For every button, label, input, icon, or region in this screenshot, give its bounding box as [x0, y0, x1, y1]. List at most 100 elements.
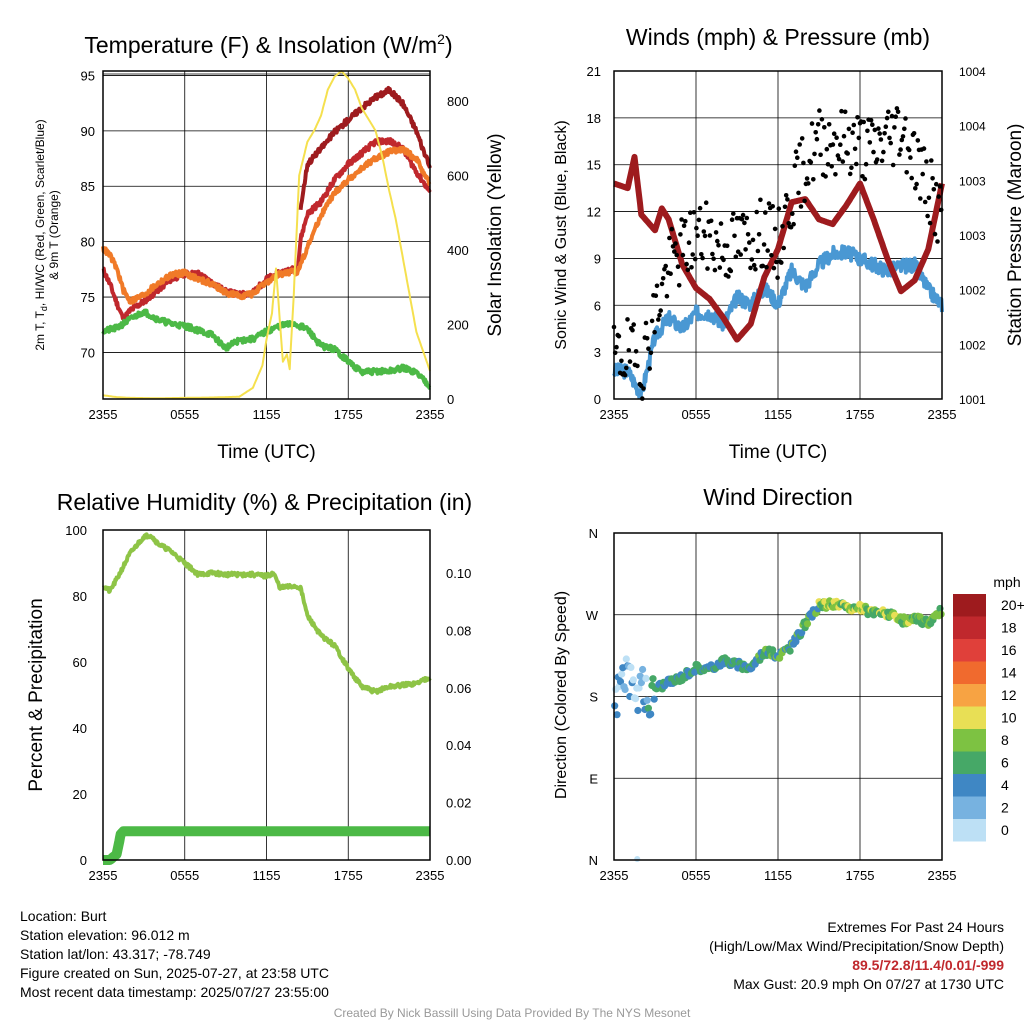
- winds-xtick-label: 1755: [846, 407, 875, 422]
- gust-point: [702, 233, 708, 239]
- direction-point: [622, 655, 630, 663]
- gust-point: [779, 260, 784, 265]
- precip-ytick-label: 0.10: [446, 566, 471, 581]
- gust-point: [808, 160, 814, 165]
- legend-swatch: [953, 729, 986, 752]
- gust-point: [822, 125, 827, 130]
- gust-point: [878, 137, 884, 142]
- gust-point: [717, 265, 723, 270]
- gust-point: [679, 217, 684, 222]
- humidity-ytick-label: 60: [73, 655, 87, 670]
- direction-point: [621, 685, 629, 694]
- gust-point: [743, 247, 748, 252]
- humidity-ytick-label: 0: [80, 853, 87, 868]
- gust-point: [616, 333, 622, 339]
- direction-point: [632, 695, 640, 703]
- gust-point: [652, 329, 657, 335]
- gust-point: [683, 218, 688, 224]
- temperature-series-line: [298, 85, 432, 211]
- insolation-ytick-label: 800: [447, 94, 469, 109]
- gust-point: [660, 276, 666, 281]
- gust-point: [681, 223, 687, 228]
- gust-point: [689, 265, 694, 270]
- gust-point: [902, 126, 907, 132]
- temperature-ytick-label: 70: [81, 345, 95, 360]
- insolation-ytick-label: 400: [447, 243, 469, 258]
- gust-point: [708, 218, 714, 224]
- humidity-ytick-label: 80: [73, 589, 87, 604]
- gust-point: [633, 349, 639, 354]
- winds-ytick-label: 18: [587, 111, 601, 126]
- gust-point: [851, 122, 857, 128]
- gust-point: [886, 109, 891, 115]
- gust-point: [705, 266, 710, 271]
- gust-point: [790, 211, 795, 216]
- gust-point: [908, 155, 913, 160]
- precip-ytick-label: 0.06: [446, 681, 471, 696]
- pressure-ytick-label: 1003: [959, 174, 986, 188]
- gust-point: [690, 252, 695, 257]
- gust-point: [697, 205, 703, 211]
- gust-point: [883, 124, 889, 129]
- gust-point: [678, 232, 683, 237]
- pressure-ytick-label: 1001: [959, 393, 986, 407]
- pressure-ytick-label: 1004: [959, 65, 986, 79]
- gust-point: [846, 126, 852, 132]
- temperature-xtick-label: 1155: [253, 407, 281, 422]
- gust-point: [780, 224, 785, 229]
- pressure-line: [611, 153, 945, 343]
- gust-point: [694, 225, 699, 231]
- gust-point: [840, 159, 846, 164]
- gust-point: [691, 210, 697, 215]
- direction-point: [650, 695, 658, 703]
- direction-point: [803, 620, 812, 628]
- wind-direction-xtick-label: 1155: [764, 868, 792, 883]
- wind-direction-plot-frame: [613, 532, 943, 861]
- direction-point: [636, 672, 644, 680]
- gust-point: [938, 207, 944, 213]
- location-line: Location: Burt: [20, 908, 107, 924]
- gust-point: [663, 263, 668, 269]
- gust-point: [879, 158, 885, 164]
- gust-point: [909, 175, 914, 181]
- wind-direction-xtick-label: 2355: [600, 868, 629, 883]
- gust-point: [769, 253, 774, 258]
- gust-point: [674, 252, 679, 258]
- extremes-title: Extremes For Past 24 Hours: [827, 919, 1004, 935]
- gust-point: [647, 366, 652, 371]
- winds-xtick-label: 0555: [682, 407, 711, 422]
- gust-point: [669, 226, 675, 232]
- gust-point: [713, 230, 719, 235]
- gust-point: [924, 159, 929, 164]
- gust-point: [675, 264, 681, 270]
- gust-point: [889, 113, 895, 119]
- direction-point: [629, 676, 637, 684]
- gust-point: [831, 131, 837, 136]
- insolation-ytick-label: 0: [447, 392, 454, 407]
- gust-point: [887, 135, 892, 141]
- direction-point: [937, 610, 945, 618]
- gust-point: [798, 204, 804, 209]
- winds-ylabel: Sonic Wind & Gust (Blue, Black): [553, 120, 570, 349]
- wind-direction-ytick-label: S: [589, 690, 598, 705]
- winds-ytick-label: 15: [587, 158, 601, 173]
- gust-point: [774, 259, 779, 265]
- direction-point: [643, 696, 651, 704]
- gust-point: [850, 130, 855, 135]
- gust-point: [888, 140, 893, 146]
- direction-point: [635, 684, 643, 692]
- gust-point: [801, 160, 806, 166]
- pressure-ytick-label: 1002: [959, 338, 986, 352]
- gust-point: [920, 171, 925, 177]
- temperature-ytick-label: 80: [81, 235, 95, 250]
- gust-point: [771, 265, 777, 271]
- precip-ytick-label: 0.00: [446, 853, 471, 868]
- gust-point: [936, 194, 941, 199]
- gust-point: [867, 140, 873, 145]
- legend-swatch: [953, 819, 986, 842]
- gust-point: [648, 350, 654, 356]
- gust-point: [739, 216, 745, 222]
- legend-swatch: [953, 616, 986, 639]
- gust-point: [913, 186, 918, 191]
- temperature-series-line: [101, 145, 432, 305]
